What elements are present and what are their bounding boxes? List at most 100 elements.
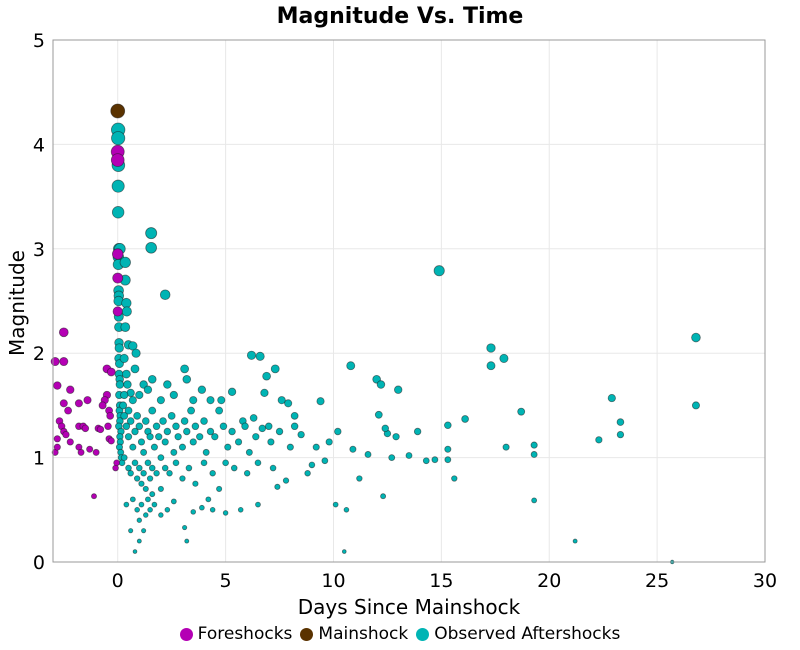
- foreshocks-point: [53, 381, 62, 390]
- observed-aftershocks-point: [121, 306, 132, 317]
- observed-aftershocks-point: [264, 422, 273, 431]
- observed-aftershocks-point: [166, 470, 173, 477]
- observed-aftershocks-point: [189, 438, 197, 446]
- observed-aftershocks-point: [172, 459, 180, 467]
- observed-aftershocks-point: [502, 443, 510, 451]
- observed-aftershocks-point: [219, 422, 228, 431]
- observed-aftershocks-point: [334, 427, 342, 436]
- observed-aftershocks-point: [163, 427, 172, 436]
- foreshocks-point: [110, 153, 125, 167]
- observed-aftershocks-point: [136, 538, 142, 544]
- observed-aftershocks-point: [183, 427, 191, 436]
- observed-aftershocks-point: [258, 424, 267, 433]
- observed-aftershocks-point: [431, 456, 439, 464]
- observed-aftershocks-point: [200, 417, 208, 425]
- foreshocks-point: [106, 411, 115, 420]
- observed-aftershocks-point: [138, 480, 145, 487]
- observed-aftershocks-point: [451, 475, 458, 482]
- observed-aftershocks-point: [151, 501, 158, 508]
- legend-label: Foreshocks: [197, 624, 293, 644]
- foreshocks-point: [53, 435, 61, 443]
- observed-aftershocks-point: [381, 424, 390, 433]
- points: [50, 103, 701, 565]
- observed-aftershocks-point: [230, 464, 238, 472]
- observed-aftershocks-point: [241, 422, 249, 431]
- observed-aftershocks-point: [169, 390, 178, 400]
- foreshocks-point: [107, 437, 115, 445]
- foreshocks-point: [77, 448, 85, 456]
- foreshocks-point: [83, 396, 92, 405]
- observed-aftershocks-point: [141, 528, 147, 534]
- observed-aftershocks-point: [227, 387, 237, 396]
- observed-aftershocks-point: [128, 396, 137, 405]
- x-tick-label: 10: [321, 570, 345, 592]
- observed-aftershocks-point: [180, 364, 190, 374]
- observed-aftershocks-point: [122, 422, 131, 431]
- observed-aftershocks-point: [206, 427, 215, 436]
- observed-aftershocks-point: [137, 438, 146, 446]
- observed-aftershocks-point: [255, 351, 265, 361]
- observed-aftershocks-point: [245, 448, 253, 456]
- observed-aftershocks-point: [124, 406, 133, 415]
- observed-aftershocks-point: [405, 452, 413, 459]
- observed-aftershocks-point: [595, 436, 603, 444]
- y-tick-label: 5: [33, 30, 45, 52]
- observed-aftershocks-point: [607, 394, 616, 403]
- legend-label: Observed Aftershocks: [434, 624, 621, 644]
- legend-item-mainshock: Mainshock: [300, 624, 408, 644]
- foreshocks-point: [59, 357, 69, 367]
- observed-aftershocks-point: [129, 443, 137, 451]
- aftershock-marker-icon: [416, 627, 430, 641]
- foreshocks-point: [106, 367, 116, 377]
- observed-aftershocks-point: [127, 470, 134, 477]
- observed-aftershocks-point: [140, 470, 147, 477]
- observed-aftershocks-point: [222, 459, 229, 467]
- observed-aftershocks-point: [394, 385, 403, 394]
- x-tick-label: 30: [753, 570, 777, 592]
- observed-aftershocks-point: [237, 506, 244, 513]
- observed-aftershocks-point: [158, 512, 164, 518]
- y-tick-label: 1: [33, 448, 45, 470]
- observed-aftershocks-point: [209, 470, 216, 477]
- observed-aftershocks-point: [142, 485, 149, 492]
- observed-aftershocks-point: [321, 457, 329, 465]
- x-axis-label: Days Since Mainshock: [298, 595, 521, 619]
- observed-aftershocks-point: [133, 411, 142, 420]
- observed-aftershocks-point: [284, 399, 293, 408]
- foreshocks-point: [50, 357, 60, 367]
- observed-aftershocks-point: [120, 454, 128, 462]
- observed-aftershocks-point: [120, 411, 129, 420]
- observed-aftershocks-point: [304, 470, 311, 477]
- observed-aftershocks-point: [222, 510, 229, 516]
- observed-aftershocks-point: [277, 396, 286, 405]
- observed-aftershocks-point: [270, 364, 280, 374]
- observed-aftershocks-point: [224, 443, 232, 451]
- observed-aftershocks-point: [138, 501, 145, 508]
- legend-item-aftershocks: Observed Aftershocks: [416, 624, 620, 644]
- foreshocks-point: [74, 399, 83, 408]
- foreshocks-point: [86, 445, 94, 453]
- observed-aftershocks-point: [126, 417, 135, 425]
- observed-aftershocks-point: [341, 549, 347, 554]
- observed-aftershocks-point: [120, 322, 131, 333]
- foreshocks-point: [81, 424, 90, 433]
- observed-aftershocks-point: [444, 421, 452, 430]
- observed-aftershocks-point: [530, 441, 538, 449]
- observed-aftershocks-point: [123, 501, 130, 508]
- observed-aftershocks-point: [185, 464, 193, 472]
- foreshocks-point: [104, 422, 112, 431]
- observed-aftershocks-point: [153, 470, 160, 477]
- y-tick-label: 0: [33, 552, 45, 574]
- observed-aftershocks-point: [349, 445, 357, 453]
- observed-aftershocks-point: [274, 483, 281, 490]
- observed-aftershocks-point: [197, 385, 207, 394]
- observed-aftershocks-point: [234, 438, 243, 446]
- observed-aftershocks-point: [252, 433, 260, 441]
- observed-aftershocks-point: [146, 433, 154, 441]
- observed-aftershocks-point: [128, 528, 134, 534]
- observed-aftershocks-point: [147, 506, 153, 513]
- observed-aftershocks-point: [132, 549, 138, 554]
- observed-aftershocks-point: [297, 430, 305, 439]
- observed-aftershocks-point: [517, 407, 526, 416]
